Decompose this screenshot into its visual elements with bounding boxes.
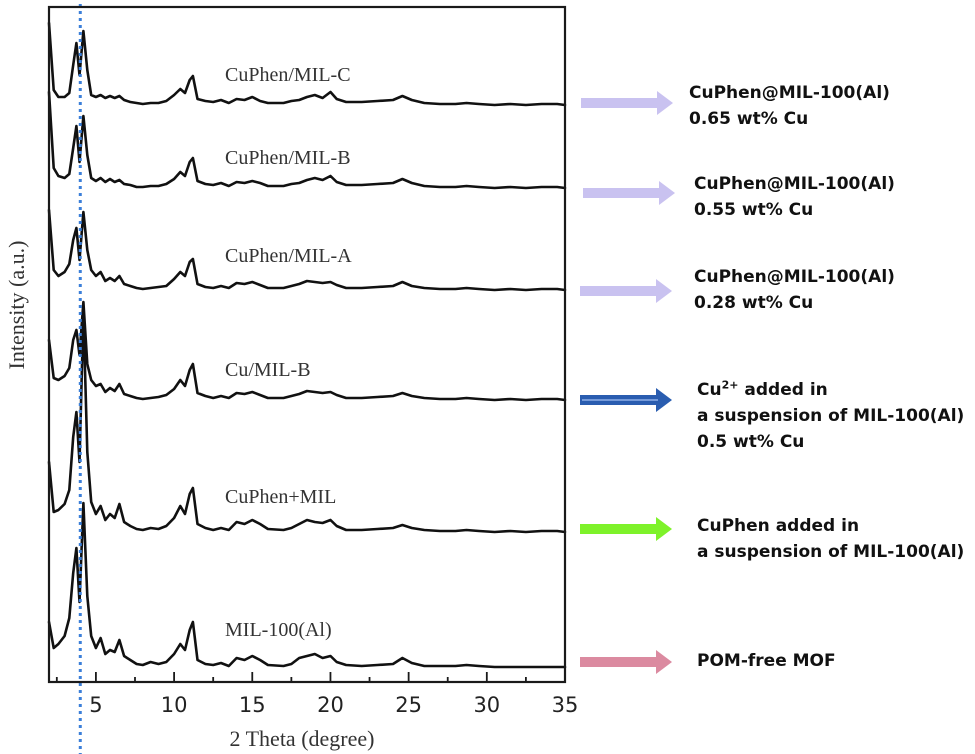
green-arrow-icon	[580, 517, 674, 546]
x-tick-label: 10	[161, 693, 188, 717]
trace-cuphen-mil-a	[47, 208, 567, 292]
annotation-cuphen-suspension: CuPhen added in a suspension of MIL-100(…	[697, 513, 964, 565]
trace-cuphen-mil-b	[47, 90, 567, 190]
blue-arrow-icon	[580, 388, 674, 417]
annotation-cuphen-0-55: CuPhen@MIL-100(Al) 0.55 wt% Cu	[694, 171, 895, 223]
annotation-line: CuPhen added in	[697, 516, 860, 536]
plot-frame	[47, 5, 567, 684]
trace-cuphen-mil-c	[47, 21, 567, 107]
annotation-pom-free-mof: POM-free MOF	[697, 648, 836, 674]
annotation-line: CuPhen@MIL-100(Al)	[694, 267, 895, 287]
series-label-cuphen-mil-b: CuPhen/MIL-B	[225, 147, 351, 169]
trace-mil-100-al-	[47, 501, 567, 669]
lavender-arrow-icon	[581, 91, 675, 120]
annotation-line: 0.5 wt% Cu	[697, 432, 805, 452]
annotation-line: CuPhen@MIL-100(Al)	[694, 174, 895, 194]
annotation-cu2-suspension: Cu2+ added in a suspension of MIL-100(Al…	[697, 377, 964, 455]
annotation-cuphen-0-28: CuPhen@MIL-100(Al) 0.28 wt% Cu	[694, 264, 895, 316]
annotation-line: 0.65 wt% Cu	[689, 109, 809, 129]
annotation-line: 0.28 wt% Cu	[694, 293, 814, 313]
x-tick-label: 20	[317, 693, 344, 717]
annotation-line: CuPhen@MIL-100(Al)	[689, 83, 890, 103]
annotation-line: a suspension of MIL-100(Al)	[697, 542, 965, 562]
series-label-cuphen-mil-a: CuPhen/MIL-A	[225, 245, 352, 267]
series-label-mil-100-al: MIL-100(Al)	[225, 619, 332, 641]
annotation-line: Cu2+ added in	[697, 378, 828, 400]
x-tick-label: 15	[239, 693, 266, 717]
x-tick-label: 5	[89, 693, 102, 717]
annotation-cuphen-0-65: CuPhen@MIL-100(Al) 0.65 wt% Cu	[689, 80, 890, 132]
x-tick-label: 30	[473, 693, 500, 717]
x-tick-label: 35	[552, 693, 579, 717]
lavender-arrow-icon	[583, 181, 677, 210]
annotation-line: 0.55 wt% Cu	[694, 200, 814, 220]
x-axis-ticks: 5 10 15 20 25 30 35	[55, 672, 579, 717]
lavender-arrow-icon	[580, 279, 674, 308]
series-label-cuphen-mil-c: CuPhen/MIL-C	[225, 64, 351, 86]
annotation-line: POM-free MOF	[697, 651, 836, 671]
annotation-line: a suspension of MIL-100(Al)	[697, 406, 965, 426]
xrd-traces	[47, 21, 567, 669]
trace-cuphen-mil	[47, 310, 567, 534]
series-label-cu-mil-b: Cu/MIL-B	[225, 359, 311, 381]
x-tick-label: 25	[395, 693, 422, 717]
x-axis-label: 2 Theta (degree)	[230, 726, 375, 751]
pink-arrow-icon	[580, 650, 674, 679]
y-axis-label: Intensity (a.u.)	[4, 241, 29, 370]
trace-cu-mil-b	[47, 300, 567, 402]
series-label-cuphen-plus-mil: CuPhen+MIL	[225, 486, 336, 508]
